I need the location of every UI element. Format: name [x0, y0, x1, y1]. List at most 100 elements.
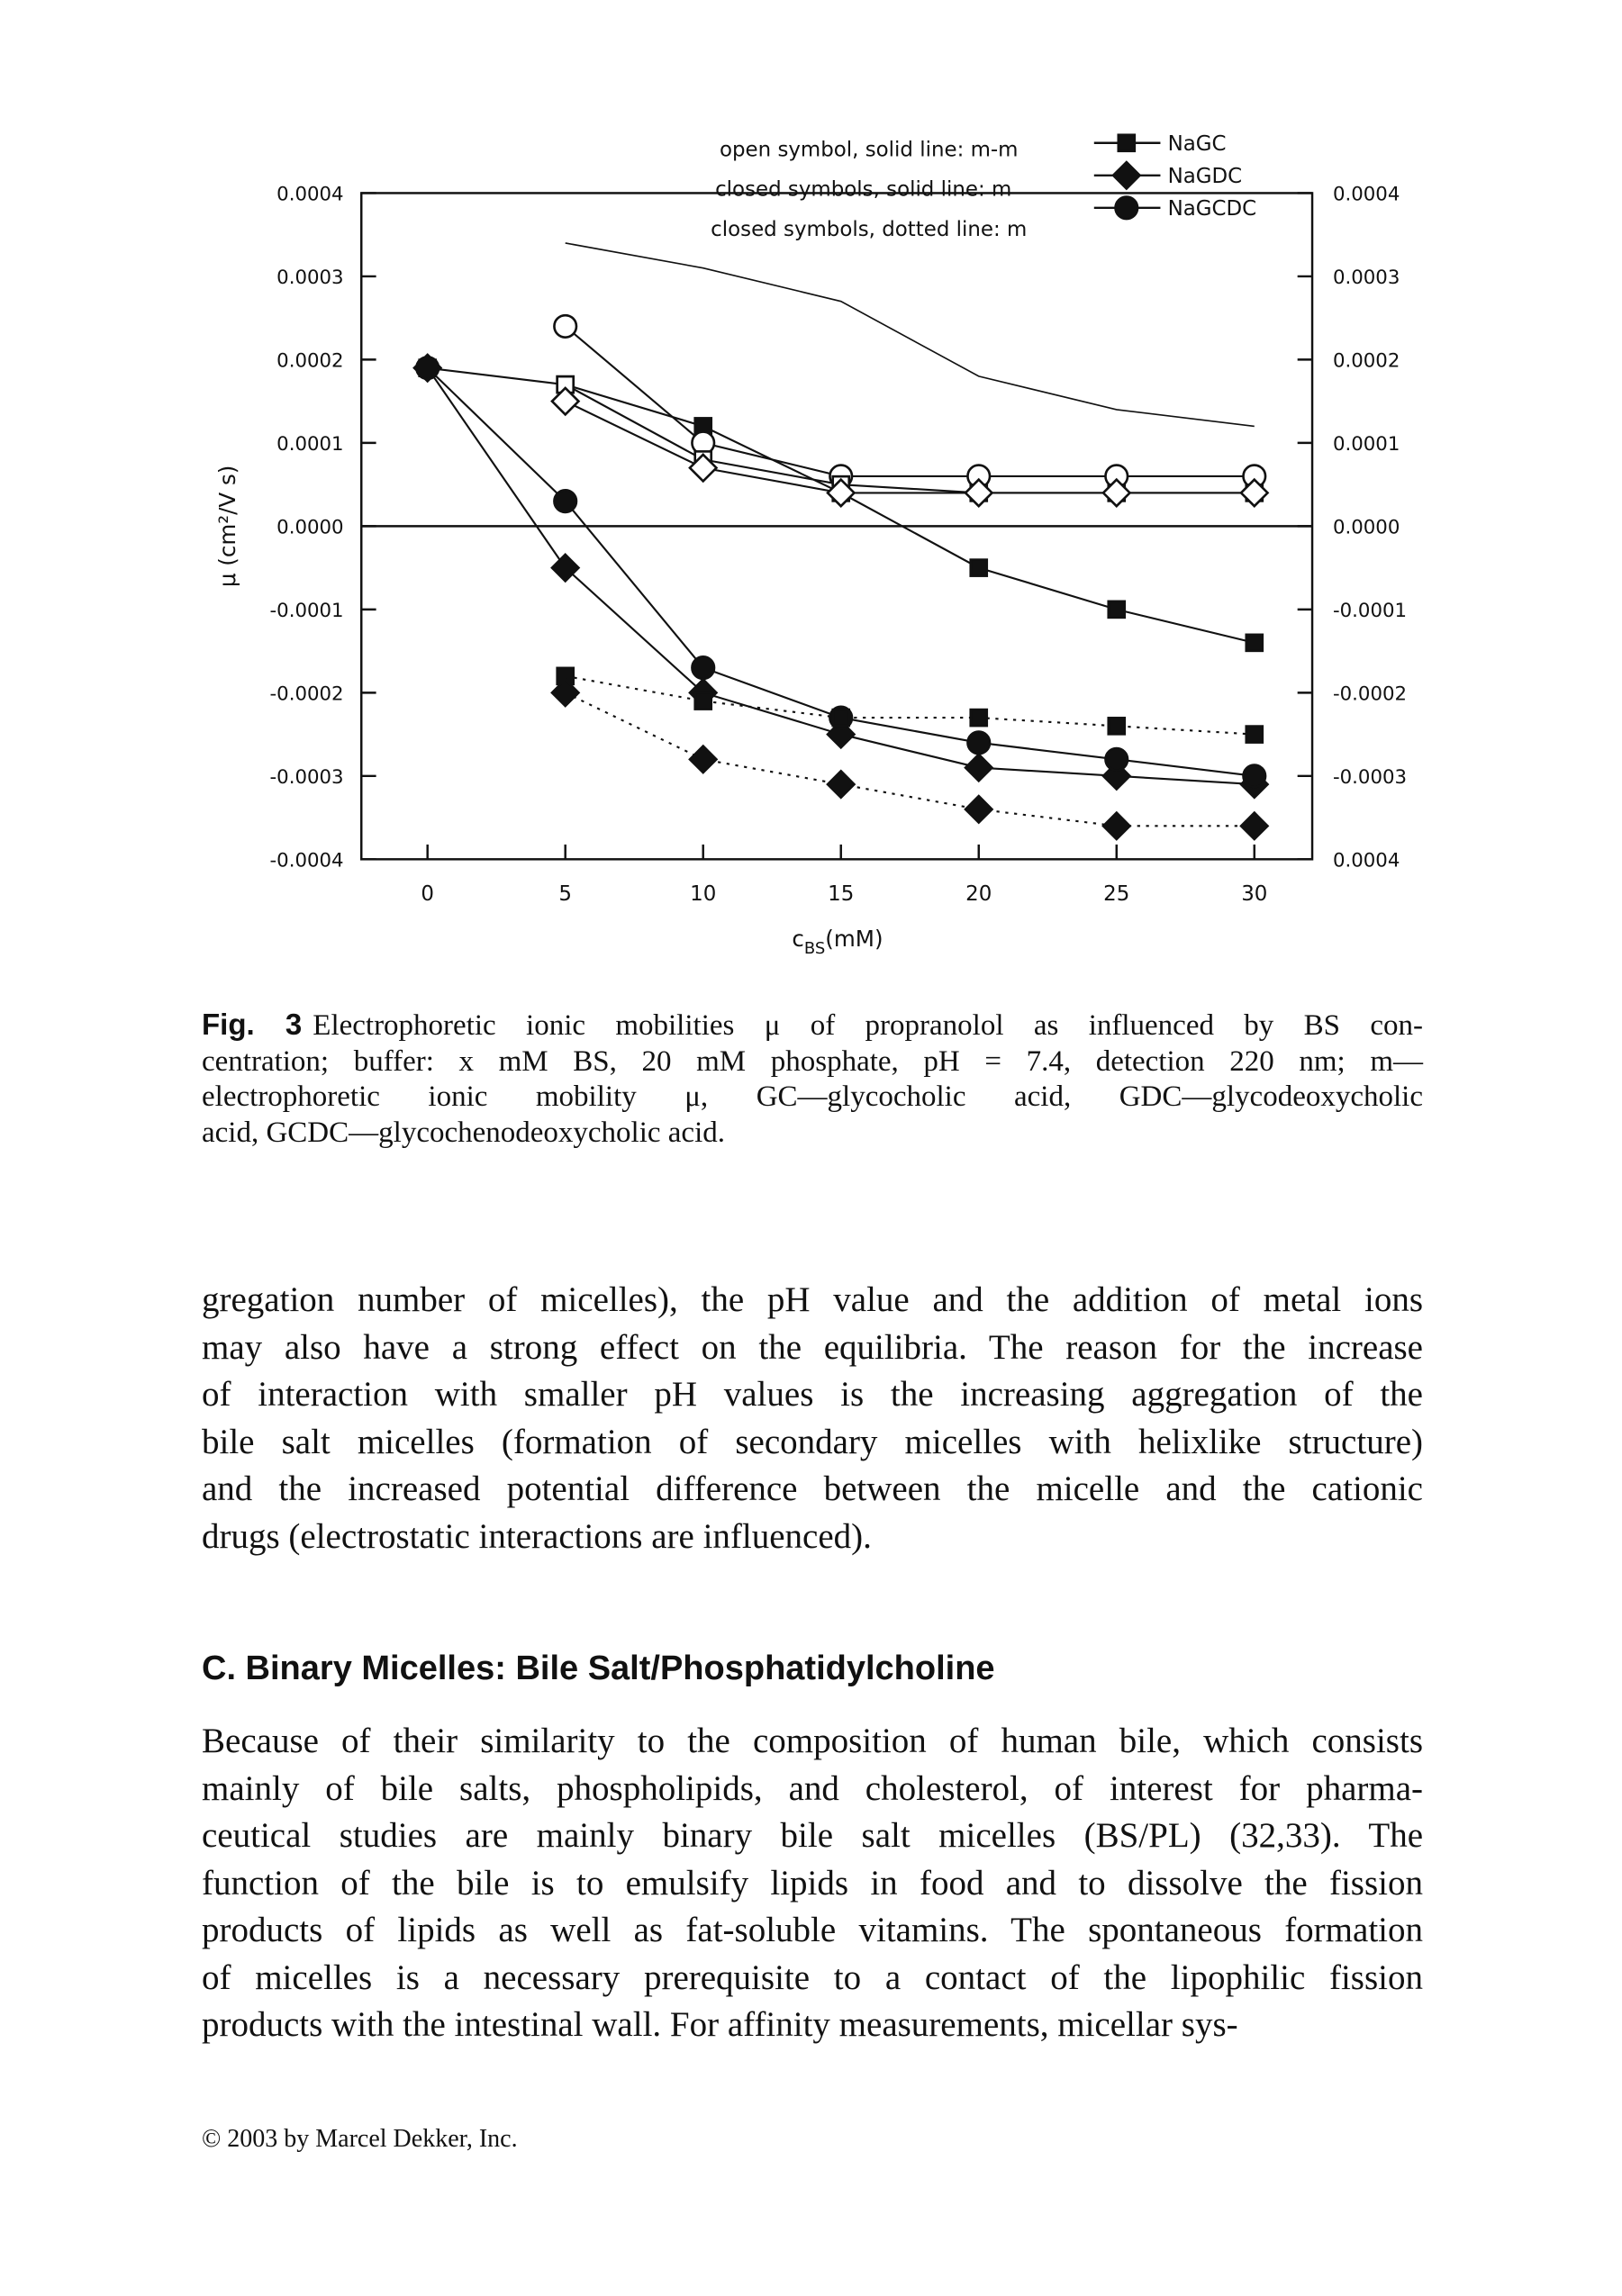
caption-text: Electrophoretic ionic mobilities μ of pr…: [313, 1009, 1423, 1042]
marker: [693, 692, 713, 710]
y-tick-label: -0.0001: [270, 600, 344, 622]
paragraph: gregation number of micelles), the pH va…: [202, 1277, 1423, 1560]
text-line: products with the intestinal wall. For a…: [202, 2005, 1238, 2044]
annotation: closed symbols, dotted line: m: [711, 218, 1027, 241]
x-tick-label: 0: [421, 882, 434, 906]
marker: [969, 708, 989, 728]
marker: [826, 769, 856, 800]
text-line: and the increased potential difference b…: [202, 1469, 1423, 1508]
y2-tick-label: 0.0000: [1333, 517, 1400, 539]
marker: [831, 708, 851, 728]
x-tick-label: 30: [1241, 882, 1267, 906]
marker: [550, 386, 581, 417]
text-line: products of lipids as well as fat-solubl…: [202, 1911, 1423, 1949]
legend-label: NaGDC: [1168, 165, 1243, 188]
figure-caption: Fig. 3 Electrophoretic ionic mobilities μ…: [202, 1007, 1423, 1151]
caption-line: electrophoretic ionic mobility μ, GC—gly…: [202, 1080, 1423, 1116]
marker: [1101, 477, 1132, 508]
paragraph: Because of their similarity to the compo…: [202, 1718, 1423, 2049]
caption-line: Fig. 3 Electrophoretic ionic mobilities μ…: [202, 1007, 1423, 1044]
marker: [1245, 633, 1264, 653]
marker: [550, 553, 581, 583]
marker: [1239, 810, 1270, 841]
y-tick-label: 0.0001: [276, 433, 343, 456]
y-tick-label: 0.0003: [276, 267, 343, 289]
y2-tick-label: 0.0002: [1333, 350, 1400, 373]
caption-text: centration; buffer: x mM BS, 20 mM phosp…: [202, 1044, 1423, 1078]
legend-label: NaGCDC: [1168, 197, 1257, 221]
series-line: [565, 242, 1255, 428]
x-axis-label: cBS(mM): [792, 926, 883, 958]
marker: [1104, 746, 1129, 772]
marker: [1101, 810, 1132, 841]
marker: [964, 752, 994, 783]
y-tick-label: 0.0004: [276, 184, 343, 206]
chart: μ (cm²/V s) cBS(mM) 0.0004 0.0003 0.0002 0.…: [214, 132, 1407, 958]
text-line: function of the bile is to emulsify lipi…: [202, 1863, 1423, 1903]
y2-tick-label: -0.0002: [1333, 683, 1407, 706]
x-tick-label: 20: [965, 882, 992, 906]
x-label-subscript: BS: [804, 939, 825, 958]
caption-line: acid, GCDC—glycochenodeoxycholic acid.: [202, 1116, 1423, 1152]
x-tick-label: 15: [828, 882, 854, 906]
text-line: Because of their similarity to the compo…: [202, 1722, 1423, 1760]
marker: [1107, 600, 1127, 619]
marker: [550, 677, 581, 708]
y-tick-label: 0.0002: [276, 350, 343, 373]
text-line: mainly of bile salts, phospholipids, and…: [202, 1768, 1423, 1808]
x-label-unit: (mM): [825, 926, 883, 952]
y2-tick-label: 0.0003: [1333, 267, 1400, 289]
y-tick-label: 0.0000: [276, 517, 343, 539]
marker: [1107, 717, 1127, 736]
series-line: [565, 400, 1255, 494]
y2-tick-label: 0.0004: [1333, 184, 1400, 206]
marker: [826, 477, 856, 508]
y-axis-label: μ (cm²/V s): [214, 466, 240, 587]
figure-label: Fig. 3: [202, 1008, 303, 1041]
caption-line: centration; buffer: x mM BS, 20 mM phosp…: [202, 1044, 1423, 1080]
y-tick-label: -0.0003: [270, 766, 344, 789]
caption-text: electrophoretic ionic mobility μ, GC—gly…: [202, 1080, 1423, 1113]
series-line: [565, 674, 1255, 736]
marker: [415, 356, 440, 381]
marker: [1242, 764, 1267, 789]
y-tick-label: -0.0002: [270, 683, 344, 706]
text-line: of micelles is a necessary prerequisite …: [202, 1957, 1423, 1997]
legend-label: NaGC: [1168, 132, 1227, 156]
x-label-symbol: c: [792, 926, 803, 952]
y2-tick-label: 0.0001: [1333, 433, 1400, 456]
y2-tick-label: -0.0001: [1333, 600, 1407, 622]
marker: [1239, 477, 1270, 508]
marker: [1111, 160, 1142, 191]
annotation: open symbol, solid line: m-m: [720, 139, 1018, 162]
text-line: may also have a strong effect on the equ…: [202, 1327, 1423, 1367]
y2-tick-label: -0.0003: [1333, 766, 1407, 789]
text-line: drugs (electrostatic interactions are in…: [202, 1516, 872, 1556]
marker: [964, 794, 994, 825]
marker: [1114, 195, 1139, 221]
caption-text: acid, GCDC—glycochenodeoxycholic acid.: [202, 1116, 725, 1149]
text-line: gregation number of micelles), the pH va…: [202, 1280, 1423, 1319]
y-tick-label: -0.0004: [270, 850, 344, 872]
marker: [688, 453, 719, 484]
x-tick-label: 25: [1103, 882, 1129, 906]
text-line: bile salt micelles (formation of seconda…: [202, 1422, 1423, 1461]
series-line: [565, 692, 1255, 827]
text-line: ceutical studies are mainly binary bile …: [202, 1816, 1423, 1855]
annotation: closed symbols, solid line: m: [715, 178, 1011, 202]
marker: [553, 313, 578, 339]
section-heading: C. Binary Micelles: Bile Salt/Phosphatid…: [202, 1650, 995, 1687]
marker: [1117, 133, 1137, 153]
marker: [969, 558, 989, 577]
text-line: of interaction with smaller pH values is…: [202, 1375, 1423, 1414]
series-line: [565, 325, 1255, 477]
y2-tick-label: 0.0004: [1333, 850, 1400, 872]
x-tick-label: 10: [690, 882, 716, 906]
marker: [964, 477, 994, 508]
marker: [553, 489, 578, 514]
x-tick-label: 5: [558, 882, 572, 906]
footer: © 2003 by Marcel Dekker, Inc.: [202, 2125, 518, 2153]
marker: [966, 730, 992, 755]
marker: [691, 655, 716, 681]
